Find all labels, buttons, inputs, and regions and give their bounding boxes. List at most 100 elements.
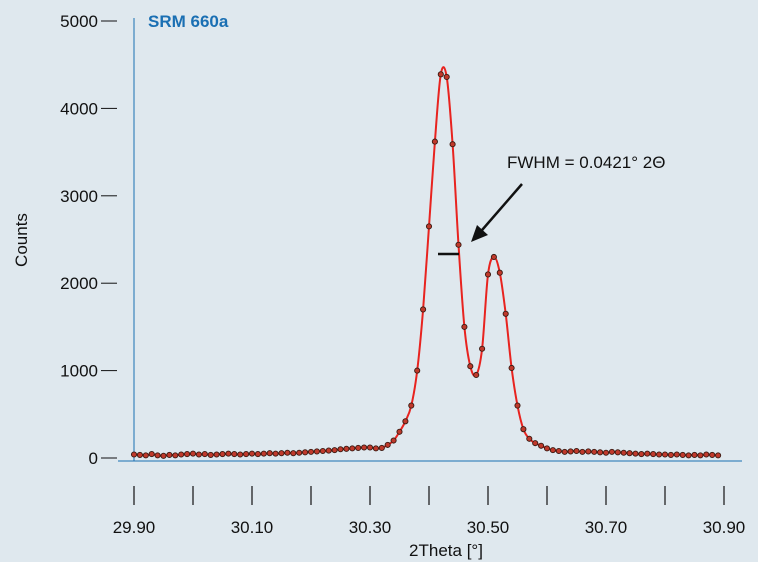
data-point <box>325 447 332 454</box>
data-point <box>366 444 374 451</box>
data-point <box>195 451 202 458</box>
data-point <box>272 450 279 457</box>
data-point <box>614 449 621 456</box>
data-point <box>715 452 722 459</box>
data-point <box>479 345 486 352</box>
y-tick-label: 2000 <box>60 274 98 293</box>
data-point <box>184 451 191 458</box>
data-point <box>166 451 173 458</box>
data-point <box>148 451 155 458</box>
data-point <box>349 445 356 452</box>
data-point <box>384 441 391 448</box>
x-axis-title: 2Theta [°] <box>409 541 483 560</box>
data-point <box>467 363 474 370</box>
data-point <box>302 449 309 456</box>
data-point <box>420 306 427 313</box>
data-point <box>691 451 698 458</box>
data-point <box>508 364 515 372</box>
data-point <box>673 451 680 458</box>
data-point <box>248 450 256 457</box>
data-point <box>579 448 586 455</box>
data-point <box>484 271 492 278</box>
data-point <box>532 440 539 447</box>
y-tick-label: 0 <box>89 449 98 468</box>
data-point <box>290 450 297 457</box>
data-point <box>431 138 438 145</box>
data-point <box>178 451 185 458</box>
x-tick-label: 30.70 <box>585 518 628 537</box>
data-point <box>361 444 368 451</box>
y-tick-label: 3000 <box>60 187 98 206</box>
data-point <box>189 450 197 457</box>
data-point <box>231 451 238 458</box>
data-point <box>284 449 291 456</box>
data-point <box>172 452 179 459</box>
data-point <box>549 447 556 454</box>
data-point <box>685 452 692 459</box>
data-point <box>626 450 633 457</box>
data-point <box>372 445 379 452</box>
data-point <box>331 447 338 454</box>
y-ticks: 0 1000 2000 3000 4000 5000 <box>60 12 117 468</box>
data-point <box>213 451 220 458</box>
data-point <box>602 449 610 456</box>
data-point <box>278 450 285 457</box>
data-point <box>656 451 663 458</box>
data-point <box>620 449 627 456</box>
data-point <box>502 310 509 317</box>
data-point <box>237 451 244 458</box>
data-point <box>661 451 669 458</box>
data-point <box>543 445 551 452</box>
data-point <box>307 448 315 455</box>
data-point <box>567 448 574 455</box>
data-point <box>650 451 657 458</box>
data-point <box>219 451 226 458</box>
data-point <box>378 444 385 451</box>
series-markers <box>130 71 722 459</box>
data-point <box>154 452 161 459</box>
data-point <box>337 446 344 453</box>
data-point <box>709 451 716 458</box>
data-point <box>408 402 415 409</box>
data-point <box>573 447 580 455</box>
annotation-arrow-shaft <box>475 183 523 238</box>
data-point <box>207 451 214 458</box>
x-ticks: 29.90 30.10 30.30 30.50 30.70 30.90 <box>113 486 745 537</box>
y-tick-label: 1000 <box>60 362 98 381</box>
annotation-arrow-head <box>471 225 488 242</box>
data-point <box>538 442 545 449</box>
data-point <box>266 450 273 457</box>
data-point <box>632 450 639 457</box>
data-point <box>644 450 651 457</box>
data-point <box>561 448 568 455</box>
data-point <box>296 449 303 456</box>
data-point <box>514 402 521 409</box>
x-tick-label: 30.10 <box>231 518 274 537</box>
x-tick-label: 30.30 <box>349 518 392 537</box>
y-tick-label: 5000 <box>60 12 98 31</box>
data-point <box>455 241 462 248</box>
data-point <box>260 450 267 457</box>
series-group <box>130 66 722 459</box>
data-point <box>638 451 645 458</box>
data-point <box>390 437 397 444</box>
data-point <box>396 428 403 435</box>
data-point <box>437 71 444 78</box>
data-point <box>402 418 409 425</box>
data-point <box>597 449 604 456</box>
data-point <box>313 448 320 455</box>
data-point <box>461 323 468 330</box>
data-point <box>520 426 527 433</box>
data-point <box>591 448 598 455</box>
data-point <box>160 452 167 459</box>
data-point <box>679 451 686 458</box>
fwhm-annotation: FWHM = 0.0421° 2Θ <box>507 153 665 172</box>
data-point <box>555 447 562 455</box>
data-point <box>130 451 138 458</box>
data-point <box>585 448 592 455</box>
data-point <box>243 451 250 458</box>
data-point <box>667 451 674 458</box>
data-point <box>225 450 232 457</box>
